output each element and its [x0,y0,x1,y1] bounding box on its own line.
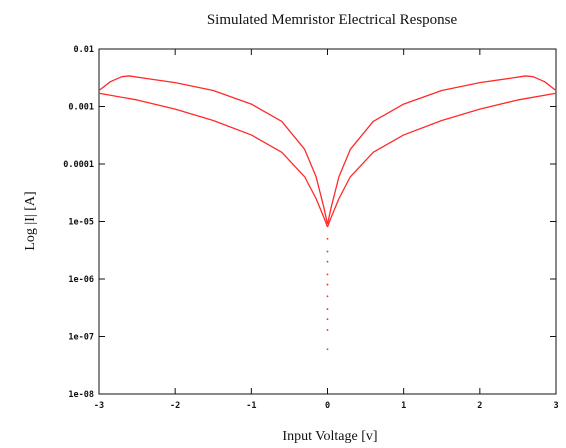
series-line-3 [326,75,557,225]
x-tick-label: -1 [246,401,256,411]
x-axis-label: Input Voltage [v] [282,429,377,444]
series-line-2 [98,92,329,228]
y-tick-label: 1e-05 [68,218,94,228]
y-axis-label: Log |I| [A] [23,191,38,250]
data-point [326,295,329,298]
y-axis: 0.01 0.001 0.0001 1e-05 1e-06 1e-07 1e-08 [63,45,556,400]
x-tick-label: -3 [94,401,104,411]
x-tick-label: 2 [477,401,482,411]
data-point [326,348,329,351]
data-point [326,237,329,240]
data-point [326,329,329,331]
y-tick-label: 1e-08 [68,390,94,400]
data-point [326,273,329,276]
series-line-1 [98,75,329,225]
data-point [326,260,329,263]
x-tick-label: -2 [170,401,180,411]
y-tick-label: 1e-07 [68,333,94,343]
data-point [326,283,329,286]
x-tick-label: 3 [553,401,558,411]
series-line-4 [326,92,557,228]
series-layer [98,75,557,351]
chart-title: Simulated Memristor Electrical Response [207,12,458,28]
y-tick-label: 0.01 [74,45,94,55]
y-tick-label: 0.0001 [63,160,94,170]
y-tick-label: 0.001 [68,103,94,113]
data-point [326,318,329,321]
y-tick-label: 1e-06 [68,275,94,285]
data-point [326,250,329,253]
data-point [326,308,329,310]
x-axis: -3 -2 -1 0 1 2 3 [94,49,559,411]
x-tick-label: 0 [325,401,330,411]
x-tick-label: 1 [401,401,406,411]
